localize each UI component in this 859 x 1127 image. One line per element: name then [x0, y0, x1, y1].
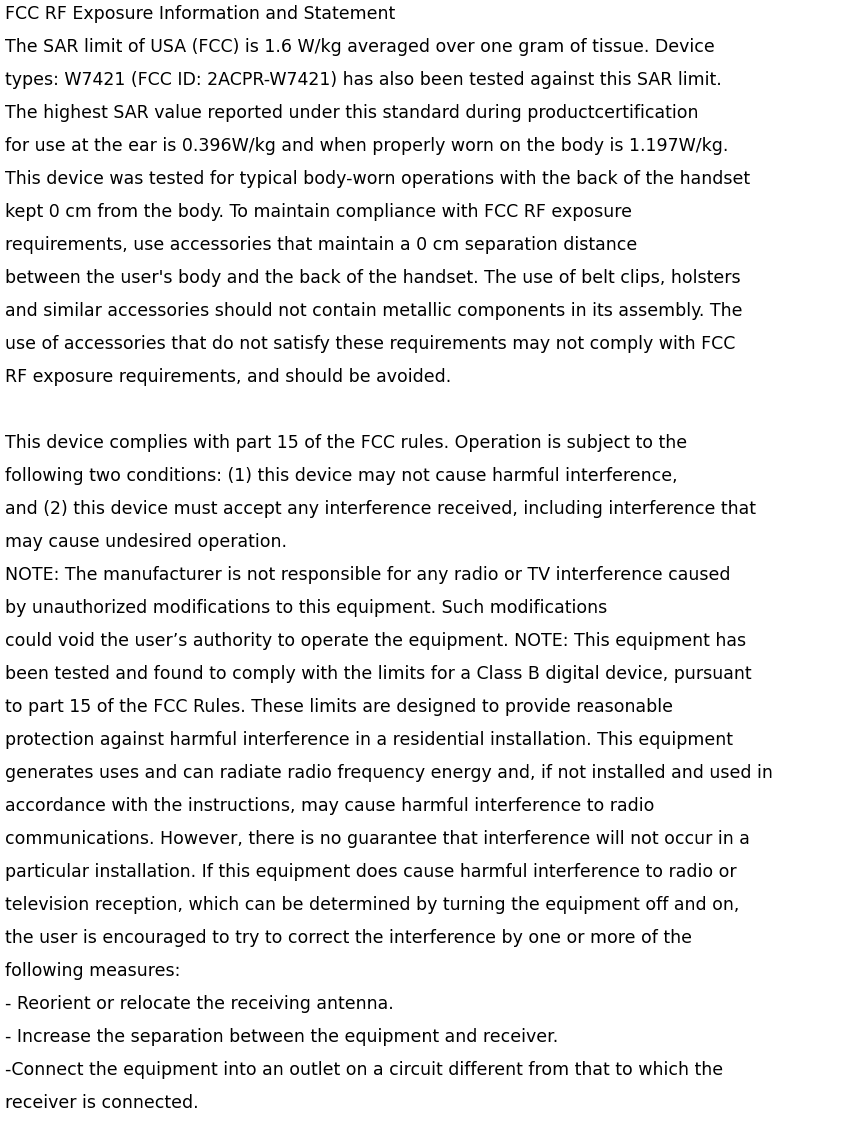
Text: may cause undesired operation.: may cause undesired operation. — [5, 533, 287, 551]
Text: and similar accessories should not contain metallic components in its assembly. : and similar accessories should not conta… — [5, 302, 742, 320]
Text: following measures:: following measures: — [5, 962, 180, 980]
Text: the user is encouraged to try to correct the interference by one or more of the: the user is encouraged to try to correct… — [5, 929, 692, 947]
Text: The highest SAR value reported under this standard during productcertification: The highest SAR value reported under thi… — [5, 104, 698, 122]
Text: kept 0 cm from the body. To maintain compliance with FCC RF exposure: kept 0 cm from the body. To maintain com… — [5, 203, 632, 221]
Text: between the user's body and the back of the handset. The use of belt clips, hols: between the user's body and the back of … — [5, 269, 740, 287]
Text: This device complies with part 15 of the FCC rules. Operation is subject to the: This device complies with part 15 of the… — [5, 434, 687, 452]
Text: - Reorient or relocate the receiving antenna.: - Reorient or relocate the receiving ant… — [5, 995, 393, 1013]
Text: This device was tested for typical body-worn operations with the back of the han: This device was tested for typical body-… — [5, 170, 750, 188]
Text: protection against harmful interference in a residential installation. This equi: protection against harmful interference … — [5, 731, 733, 749]
Text: generates uses and can radiate radio frequency energy and, if not installed and : generates uses and can radiate radio fre… — [5, 764, 773, 782]
Text: FCC RF Exposure Information and Statement: FCC RF Exposure Information and Statemen… — [5, 5, 395, 23]
Text: RF exposure requirements, and should be avoided.: RF exposure requirements, and should be … — [5, 369, 451, 387]
Text: communications. However, there is no guarantee that interference will not occur : communications. However, there is no gua… — [5, 829, 750, 848]
Text: types: W7421 (FCC ID: 2ACPR-W7421) has also been tested against this SAR limit.: types: W7421 (FCC ID: 2ACPR-W7421) has a… — [5, 71, 722, 89]
Text: and (2) this device must accept any interference received, including interferenc: and (2) this device must accept any inte… — [5, 500, 756, 518]
Text: could void the user’s authority to operate the equipment. NOTE: This equipment h: could void the user’s authority to opera… — [5, 632, 746, 650]
Text: particular installation. If this equipment does cause harmful interference to ra: particular installation. If this equipme… — [5, 863, 737, 881]
Text: following two conditions: (1) this device may not cause harmful interference,: following two conditions: (1) this devic… — [5, 467, 678, 485]
Text: for use at the ear is 0.396W/kg and when properly worn on the body is 1.197W/kg.: for use at the ear is 0.396W/kg and when… — [5, 137, 728, 156]
Text: -Connect the equipment into an outlet on a circuit different from that to which : -Connect the equipment into an outlet on… — [5, 1061, 723, 1079]
Text: use of accessories that do not satisfy these requirements may not comply with FC: use of accessories that do not satisfy t… — [5, 335, 735, 353]
Text: accordance with the instructions, may cause harmful interference to radio: accordance with the instructions, may ca… — [5, 797, 655, 815]
Text: been tested and found to comply with the limits for a Class B digital device, pu: been tested and found to comply with the… — [5, 665, 752, 683]
Text: NOTE: The manufacturer is not responsible for any radio or TV interference cause: NOTE: The manufacturer is not responsibl… — [5, 566, 730, 584]
Text: to part 15 of the FCC Rules. These limits are designed to provide reasonable: to part 15 of the FCC Rules. These limit… — [5, 698, 673, 716]
Text: receiver is connected.: receiver is connected. — [5, 1094, 198, 1112]
Text: The SAR limit of USA (FCC) is 1.6 W/kg averaged over one gram of tissue. Device: The SAR limit of USA (FCC) is 1.6 W/kg a… — [5, 38, 715, 56]
Text: requirements, use accessories that maintain a 0 cm separation distance: requirements, use accessories that maint… — [5, 236, 637, 254]
Text: television reception, which can be determined by turning the equipment off and o: television reception, which can be deter… — [5, 896, 740, 914]
Text: by unauthorized modifications to this equipment. Such modifications: by unauthorized modifications to this eq… — [5, 598, 607, 616]
Text: - Increase the separation between the equipment and receiver.: - Increase the separation between the eq… — [5, 1028, 558, 1046]
